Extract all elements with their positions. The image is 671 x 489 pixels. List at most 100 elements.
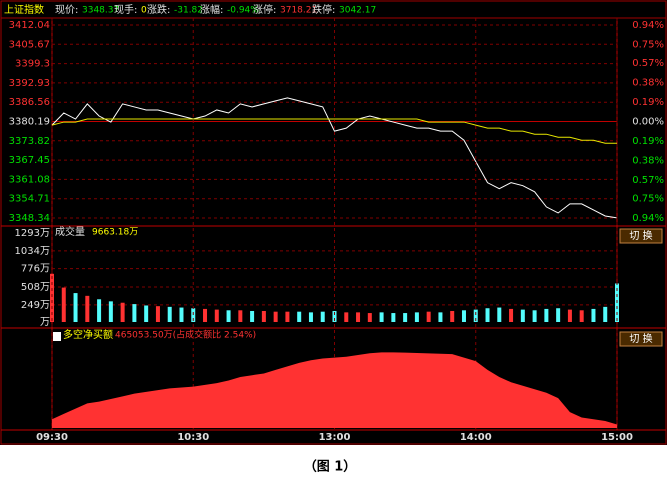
volume-bar [273, 311, 278, 322]
volume-bar [85, 295, 90, 322]
volume-bar [426, 311, 431, 322]
field-value: -0.94% [227, 6, 259, 16]
y-tick-label: 1293万 [15, 228, 50, 239]
y-tick-label: 3367.45 [9, 155, 50, 166]
field-label: 涨停: [253, 3, 276, 16]
frame [0, 0, 667, 445]
field-label: 跌停: [312, 3, 335, 16]
y-tick-label: 508万 [21, 282, 50, 293]
volume-bar [250, 310, 255, 322]
volume-bar [450, 310, 455, 322]
volume-bar [308, 312, 313, 322]
panel-title: 成交量 [55, 225, 85, 238]
y-tick-label: 万 [40, 317, 50, 328]
panel-value: 9663.18万 [92, 228, 138, 238]
field-label: 涨幅: [200, 3, 223, 16]
panel-title: 多空净买额 [63, 328, 113, 341]
volume-bar [567, 309, 572, 322]
field-value: 3718.21 [280, 6, 317, 16]
volume-bar [532, 310, 537, 322]
volume-bar [191, 308, 196, 322]
y-tick-label: 3354.71 [9, 194, 50, 205]
volume-bar [520, 309, 525, 322]
y2-tick-label: 0.19% [632, 97, 664, 108]
y-tick-label: 3380.19 [9, 117, 50, 128]
volume-bar [73, 293, 78, 322]
y2-tick-label: 0.94% [632, 213, 664, 224]
volume-bar [497, 307, 502, 322]
y2-tick-label: 0.38% [632, 77, 664, 88]
volume-bar [108, 301, 113, 322]
field-label: 现手: [114, 3, 137, 16]
switch-button[interactable] [619, 331, 663, 347]
volume-bar [438, 312, 443, 322]
volume-bar [391, 313, 396, 322]
y-tick-label: 3361.08 [9, 174, 50, 185]
y-tick-label: 1034万 [15, 246, 50, 257]
volume-bar [97, 299, 102, 322]
volume-bar [50, 273, 54, 322]
y-tick-label: 3392.93 [9, 78, 50, 89]
volume-bar [285, 311, 290, 322]
y2-tick-label: 0.00% [632, 117, 664, 128]
y2-tick-label: 0.57% [632, 175, 664, 186]
volume-bar [132, 304, 137, 322]
switch-button-label[interactable]: 切 换 [629, 229, 652, 242]
volume-bar [509, 308, 514, 322]
y-tick-label: 3373.82 [9, 136, 50, 147]
field-label: 涨跌: [147, 3, 170, 16]
y2-tick-label: 0.75% [632, 40, 664, 51]
volume-bar [261, 310, 266, 322]
volume-bar [203, 308, 208, 322]
switch-button-label[interactable]: 切 换 [629, 332, 652, 345]
volume-bar [344, 312, 349, 322]
field-label: 现价: [55, 4, 78, 16]
y2-tick-label: 0.57% [632, 58, 664, 69]
volume-bar [332, 310, 337, 322]
panel-value: 465053.50万(占成交额比 2.54%) [115, 329, 256, 341]
index-title: 上证指数 [4, 3, 44, 16]
volume-bar [61, 287, 66, 322]
volume-bar [379, 312, 384, 322]
switch-button[interactable] [619, 228, 663, 244]
volume-bar [556, 308, 561, 322]
volume-bar [356, 312, 361, 322]
y2-tick-label: 0.75% [632, 193, 664, 204]
y-tick-label: 3412.04 [9, 20, 50, 31]
field-value: -31.82 [174, 6, 203, 16]
y-tick-label: 776万 [21, 264, 50, 275]
net-buy-area [52, 352, 617, 428]
volume-bar [591, 308, 596, 322]
price-line [51, 97, 618, 219]
volume-bar [414, 312, 419, 322]
volume-bar [485, 308, 490, 322]
volume-bar [226, 310, 231, 322]
volume-bar [155, 306, 160, 322]
x-tick-label: 14:00 [460, 432, 492, 443]
volume-bar [167, 306, 172, 322]
field-value: 3042.17 [339, 6, 376, 16]
y2-tick-label: 0.19% [632, 136, 664, 147]
volume-bar [403, 313, 408, 322]
volume-bar [120, 302, 125, 322]
volume-bar [144, 305, 149, 322]
volume-bar [179, 307, 184, 322]
x-tick-label: 15:00 [601, 432, 633, 443]
x-tick-label: 09:30 [36, 432, 68, 443]
y-tick-label: 249万 [21, 300, 50, 311]
caption: （图 1） [304, 459, 357, 475]
y-tick-label: 3399.3 [15, 59, 50, 70]
volume-bar [320, 311, 325, 322]
volume-bar [461, 310, 466, 322]
volume-bar [473, 309, 478, 322]
volume-bar [367, 313, 372, 322]
y2-tick-label: 0.94% [632, 20, 664, 31]
panel-icon [53, 332, 61, 341]
y-tick-label: 3405.67 [9, 39, 50, 50]
volume-bar [297, 311, 302, 322]
volume-bar [579, 310, 584, 322]
x-tick-label: 10:30 [177, 432, 209, 443]
y-tick-label: 3348.34 [9, 213, 50, 224]
field-value: 3348.37 [82, 6, 119, 16]
